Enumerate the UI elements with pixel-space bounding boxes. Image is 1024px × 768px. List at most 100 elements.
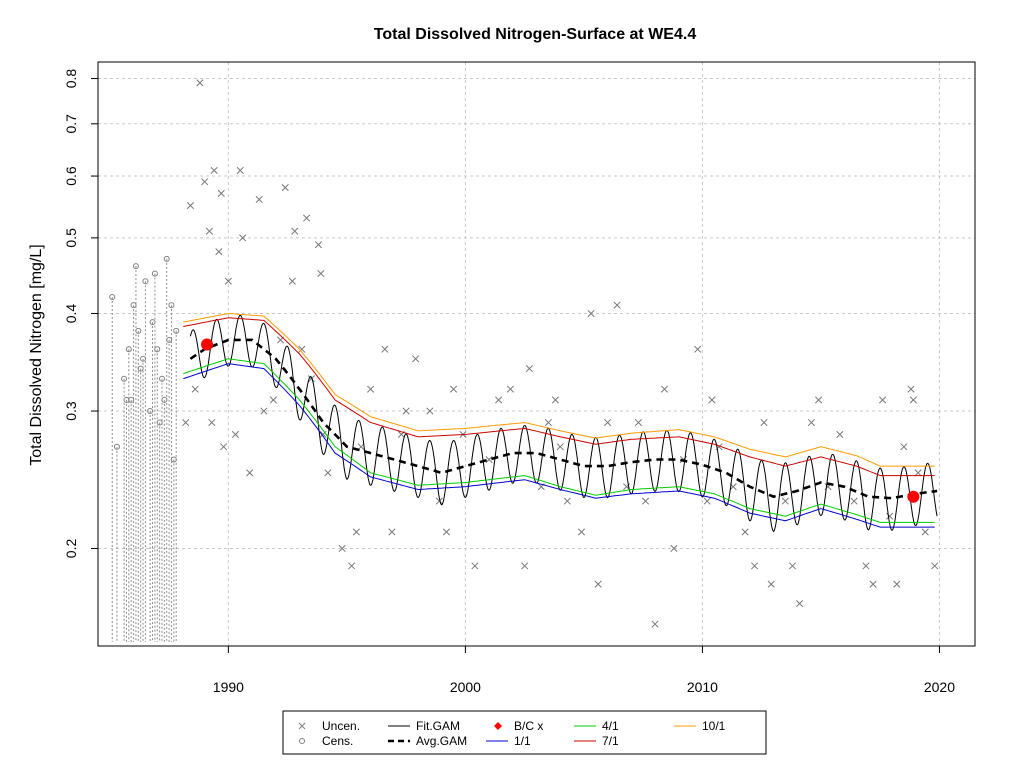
uncensored-point [796,600,804,608]
uncensored-point [208,418,216,427]
uncensored-point [205,227,213,235]
uncensored-point [495,396,503,404]
bc-points [201,338,920,503]
uncensored-point [196,79,204,87]
censored-point [156,419,163,426]
uncensored-point [788,562,797,570]
censored-point [121,375,128,382]
uncensored-point [281,183,289,192]
uncensored-point [850,497,858,505]
censored-point [158,375,165,382]
uncensored-point [191,385,199,393]
uncensored-point [412,355,420,363]
uncensored-point [298,345,306,353]
uncensored-point [544,418,552,427]
legend-label: Cens. [322,734,353,748]
uncensored-point [869,580,877,588]
uncensored-point [314,241,322,249]
censored-point [173,327,180,334]
legend-item: Cens. [299,734,353,748]
uncensored-point [260,407,268,415]
legend-label: Fit.GAM [416,719,460,733]
x-tick-label: 2020 [924,679,955,695]
uncensored-point [210,166,218,175]
uncensored-point [921,528,929,536]
uncensored-point [909,396,917,404]
uncensored-point [879,396,887,404]
uncensored-point [220,443,228,451]
y-tick-label: 0.3 [63,401,79,421]
avg-gam-line [189,338,938,500]
uncensored-point [660,385,669,393]
curves [183,312,938,533]
legend-item: 7/1 [574,734,619,748]
censored-point [166,336,173,343]
uncensored-point [886,512,894,520]
censored-point [135,327,142,334]
y-tick-label: 0.7 [63,114,79,134]
uncensored-point [435,497,443,505]
uncensored-point [703,497,711,505]
legend-item: Uncen. [298,719,360,733]
uncensored-point [604,418,612,427]
legend-item: 10/1 [674,719,726,733]
uncensored-point [741,528,749,536]
uncensored-point [760,418,768,427]
x-tick-label: 2000 [450,679,481,695]
uncensored-point [303,214,311,222]
uncensored-point [807,418,816,427]
uncensored-point [670,544,678,553]
uncensored-point [381,345,389,353]
legend-item: 1/1 [486,734,531,748]
diamond-icon [494,722,502,730]
uncensored-point [269,396,277,404]
uncensored-point [255,195,263,204]
uncensored-point [900,443,908,451]
chart-title: Total Dissolved Nitrogen-Surface at WE4.… [374,26,697,43]
legend-label: 10/1 [702,719,726,733]
fit-gam-line [189,314,938,533]
uncensored-point [201,178,209,186]
censored-point [109,293,116,300]
uncensored-point [338,544,346,553]
uncensored-point [556,443,564,451]
uncensored-point [348,562,356,570]
curve-7-1 [183,317,935,477]
uncensored-point [324,469,332,477]
uncensored-point [751,562,759,570]
uncensored-point [485,455,493,464]
censored-point [168,302,175,309]
y-axis-label: Total Dissolved Nitrogen [mg/L] [28,244,45,465]
censored-point [140,355,147,362]
censored-point [113,443,120,450]
uncensored-point [317,270,325,278]
circle-icon [299,738,305,744]
uncensored-point [594,580,602,588]
uncensored-point [931,562,939,570]
uncensored-point [236,166,244,175]
censored-point [123,396,130,403]
legend-label: 7/1 [602,734,619,748]
uncensored-point [836,430,844,438]
uncensored-point [402,407,410,415]
uncensored-point [577,528,586,536]
uncensored-point [781,497,789,505]
curve-1-1 [183,363,935,528]
uncensored-point [352,528,360,536]
bc-point [907,490,920,503]
uncensored-point [914,469,922,477]
uncensored-point [767,580,775,588]
uncensored-point [388,528,396,536]
x-tick-label: 2010 [687,679,718,695]
legend-item: Avg.GAM [388,734,467,748]
uncensored-point [442,528,450,536]
legend-label: 1/1 [514,734,531,748]
legend-label: Avg.GAM [416,734,467,748]
uncensored-point [239,234,247,242]
legend-label: 4/1 [602,719,619,733]
curve-10-1 [183,312,935,467]
y-tick-label: 0.6 [63,166,79,186]
censored-point [130,302,137,309]
uncensored-point [319,430,327,438]
